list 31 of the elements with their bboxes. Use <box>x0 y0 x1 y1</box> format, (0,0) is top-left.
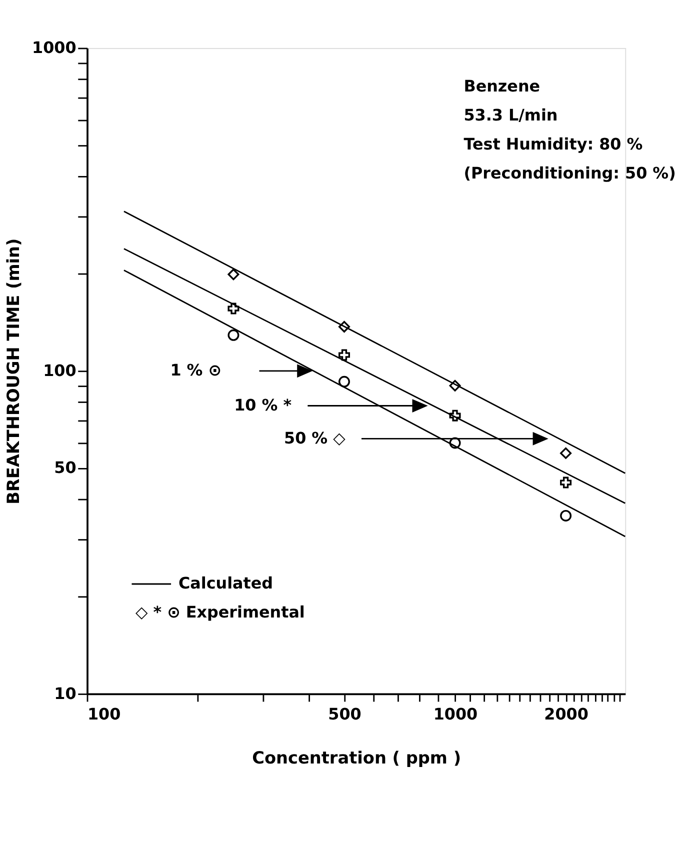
point <box>338 376 350 388</box>
point <box>560 510 572 522</box>
point <box>449 380 461 392</box>
annotation: 1 % ⊙ <box>170 360 222 380</box>
point <box>560 476 572 488</box>
annotation: Test Humidity: 80 % <box>464 134 643 154</box>
annotation: 53.3 L/min <box>464 105 558 124</box>
annotation: Benzene <box>464 76 540 96</box>
x-tick-label: 500 <box>328 704 362 724</box>
annotation: ◇ * ⊙ Experimental <box>135 602 305 622</box>
point <box>228 268 240 280</box>
x-tick-label: 1000 <box>433 704 478 724</box>
x-axis-title: Concentration ( ppm ) <box>252 747 462 768</box>
y-tick-label: 1000 <box>32 38 76 58</box>
x-tick-label: 100 <box>88 704 121 724</box>
y-tick-label: 10 <box>54 684 76 703</box>
annotation: 10 % * <box>234 395 292 414</box>
point <box>449 410 461 422</box>
x-tick-label: 2000 <box>544 704 588 724</box>
point <box>338 349 350 361</box>
y-tick-label: 50 <box>54 458 76 478</box>
annotation: Calculated <box>178 574 274 593</box>
point <box>338 320 350 332</box>
point <box>449 437 461 449</box>
point <box>228 329 240 341</box>
point <box>228 302 240 314</box>
y-tick-label: 100 <box>43 361 76 380</box>
annotation: (Preconditioning: 50 %) <box>464 164 676 183</box>
annotation: 50 % ◇ <box>284 428 346 448</box>
y-axis-title: BREAKTHROUGH TIME (min) <box>2 238 23 504</box>
point <box>560 447 572 459</box>
